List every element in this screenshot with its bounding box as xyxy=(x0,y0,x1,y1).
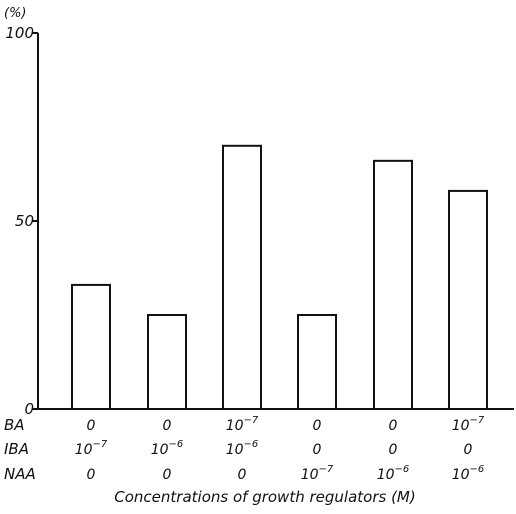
treatment-cell: 10−7 xyxy=(452,415,485,434)
treatment-cell: 0 xyxy=(87,467,96,483)
bar xyxy=(373,159,413,410)
x-axis-label: Concentrations of growth regulators (M) xyxy=(114,488,415,506)
treatment-table: BA 0 0 10−7 0 0 10−7 IBA 10−7 10−6 10−6 0 0 0 NAA 0 0 0 10… xyxy=(4,415,485,483)
treatment-cell: 0 xyxy=(87,418,96,434)
treatment-cell: 0 xyxy=(464,442,473,458)
bar xyxy=(448,189,488,410)
treatment-cell: 0 xyxy=(313,418,322,434)
treatment-cell: 10−6 xyxy=(151,439,184,458)
treatment-row-label: BA xyxy=(4,416,25,434)
y-tick-label: 0 xyxy=(24,400,34,418)
bar xyxy=(147,314,187,410)
y-tick-label: 50 xyxy=(15,212,34,230)
y-axis-unit-label: (%) xyxy=(4,6,27,21)
treatment-cell: 0 xyxy=(163,418,172,434)
treatment-cell: 0 xyxy=(313,442,322,458)
treatment-cell: 10−7 xyxy=(301,464,334,483)
treatment-row-label: NAA xyxy=(4,465,36,483)
bar xyxy=(222,144,262,411)
bars-group xyxy=(71,144,488,411)
treatment-cell: 0 xyxy=(389,418,398,434)
treatment-cell: 10−6 xyxy=(226,439,259,458)
y-axis-ticks: 0 50 100 xyxy=(5,24,38,418)
treatment-cell: 10−7 xyxy=(226,415,259,434)
treatment-cell: 10−6 xyxy=(452,464,485,483)
treatment-cell: 0 xyxy=(238,467,247,483)
treatment-cell: 10−7 xyxy=(75,439,108,458)
treatment-cell: 0 xyxy=(389,442,398,458)
y-tick-label: 100 xyxy=(5,24,34,42)
treatment-cell: 10−6 xyxy=(377,464,410,483)
bar xyxy=(71,283,111,411)
treatment-cell: 0 xyxy=(163,467,172,483)
treatment-row-label: IBA xyxy=(4,440,29,458)
bar xyxy=(297,314,337,410)
